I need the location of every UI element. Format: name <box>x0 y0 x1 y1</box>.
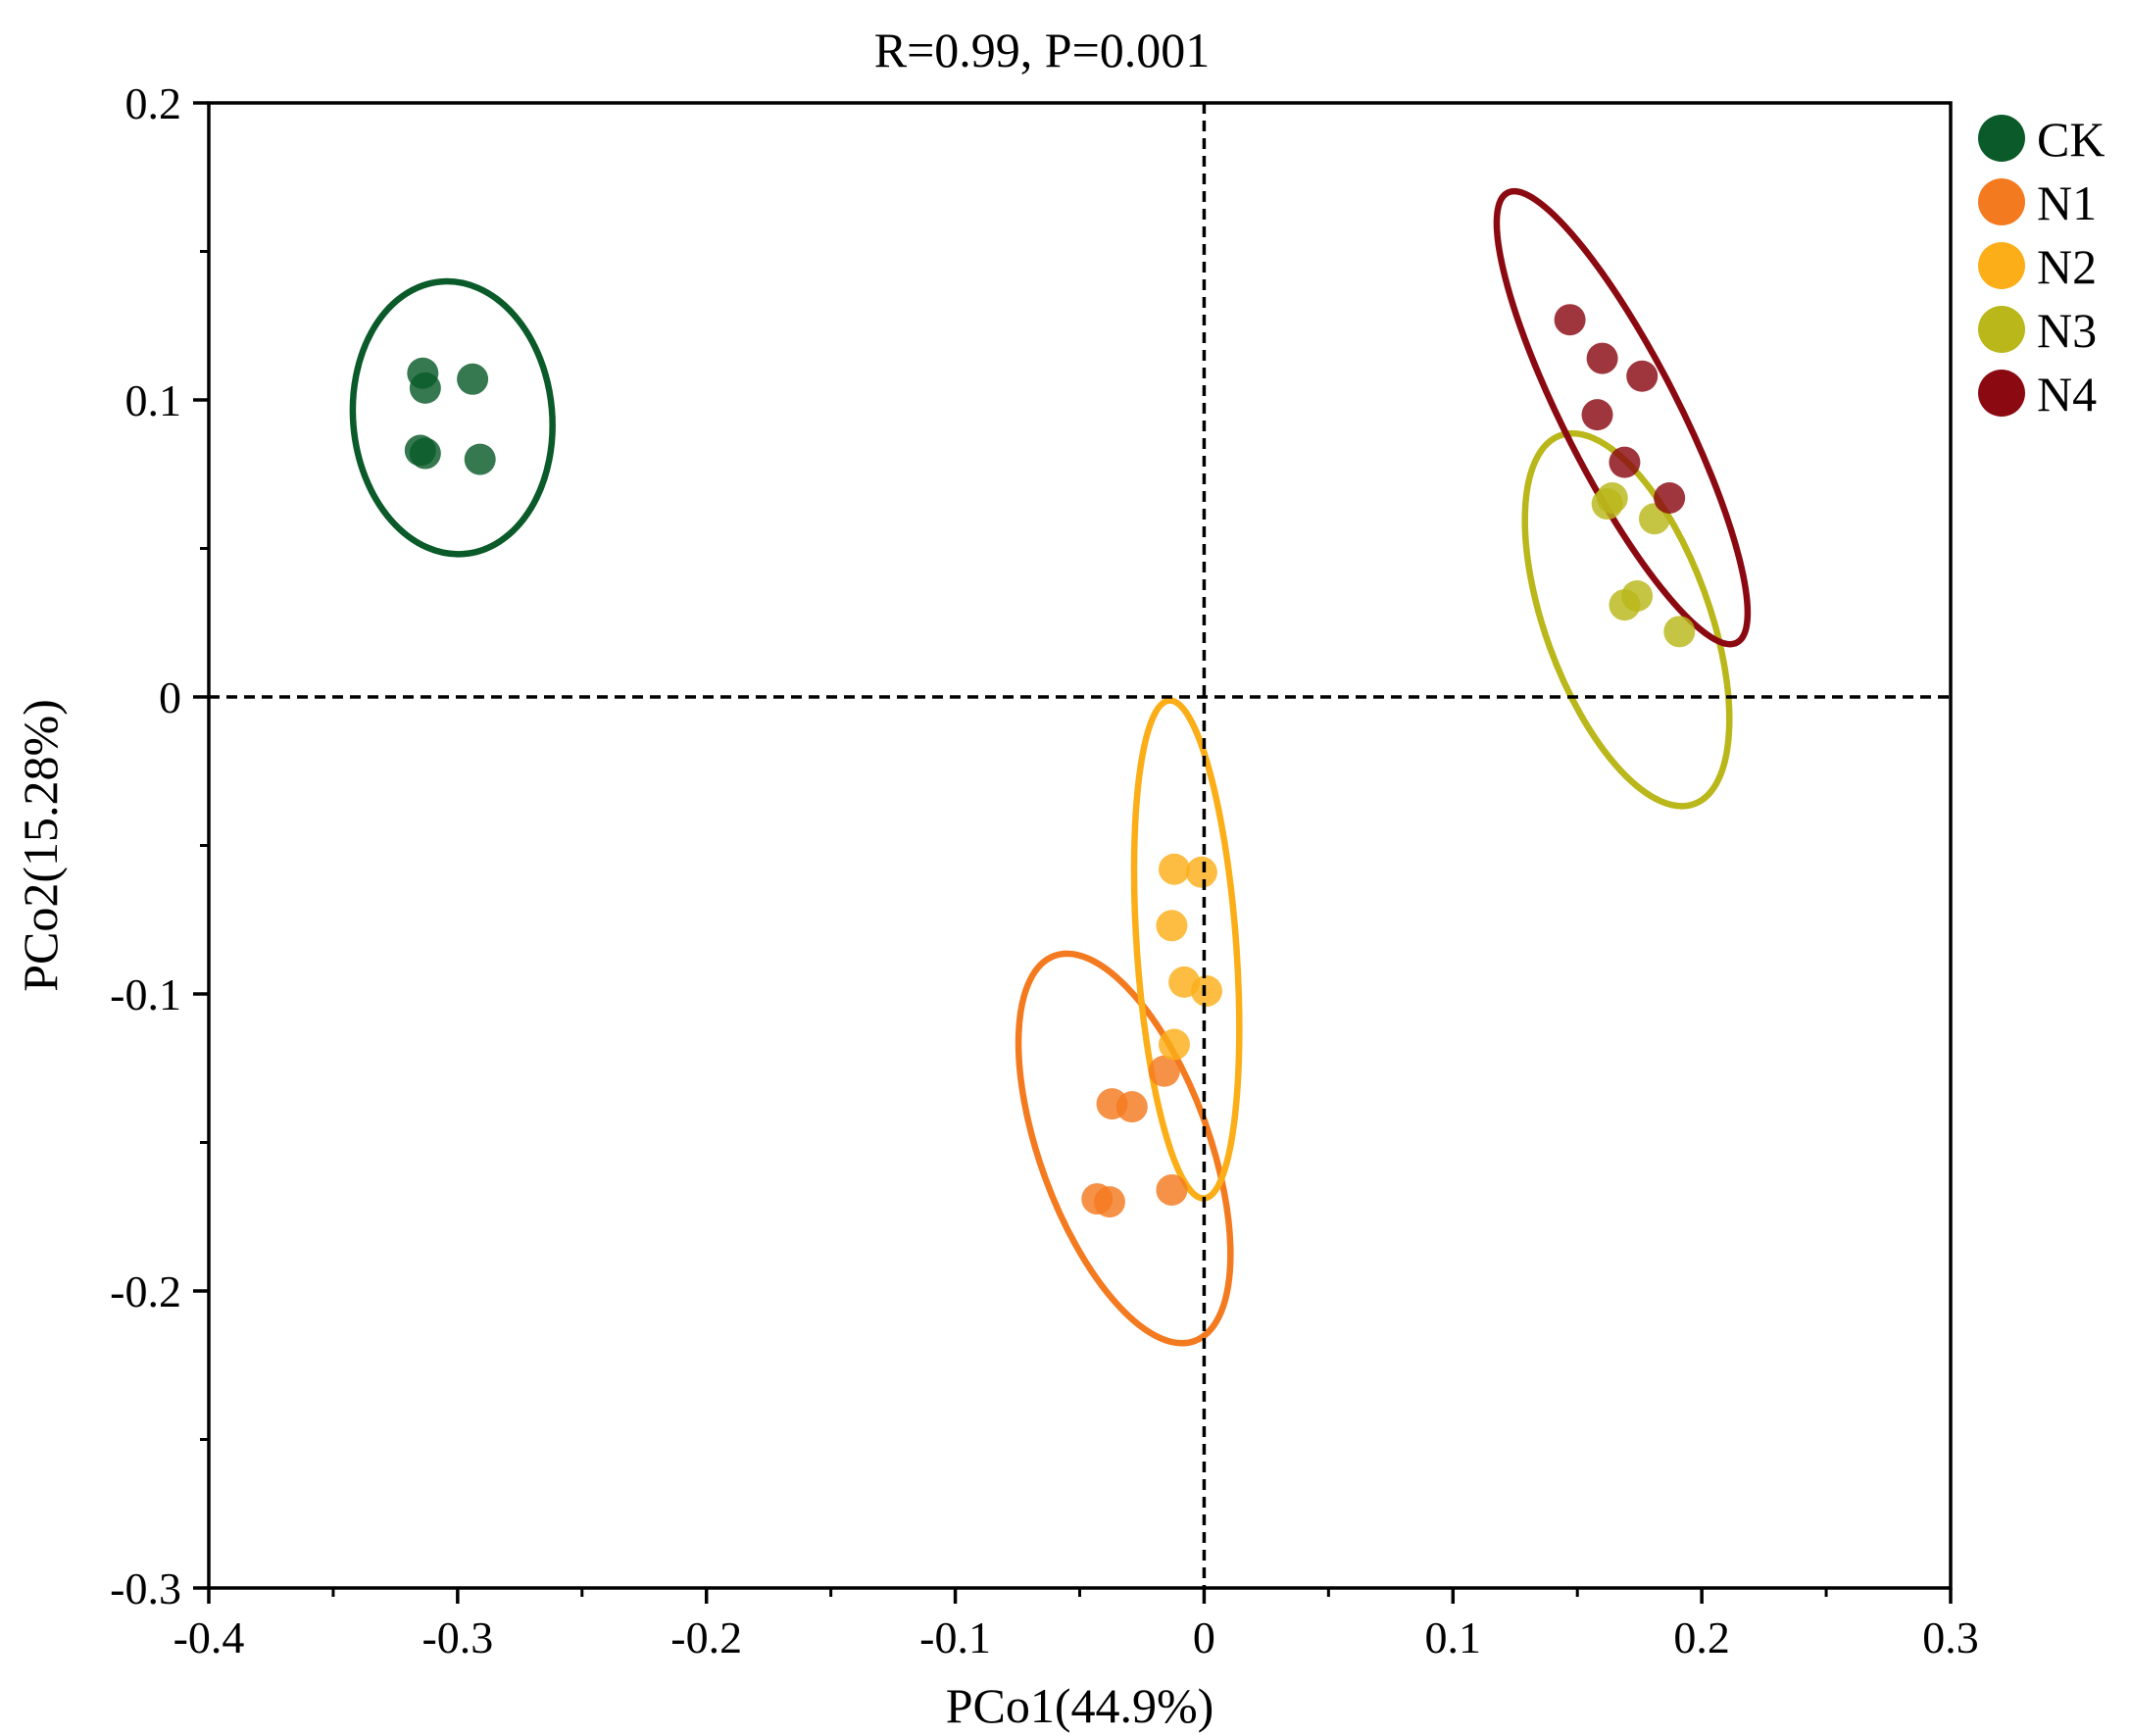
x-tick-label: 0.1 <box>1425 1612 1482 1662</box>
legend: CK N1 N2 N3 N4 <box>1978 112 2105 422</box>
x-axis-label: PCo1(44.9%) <box>946 1678 1214 1733</box>
y-tick-label: 0.2 <box>125 78 182 128</box>
y-axis-ticks: -0.3 -0.2 -0.1 0 0.1 0.2 <box>110 78 209 1613</box>
point-n1 <box>1148 1055 1180 1087</box>
point-n2 <box>1158 853 1190 885</box>
legend-marker-n3 <box>1978 306 2025 353</box>
data-points <box>404 304 1696 1218</box>
ellipse-n2 <box>1130 697 1243 1202</box>
confidence-ellipses <box>349 187 1752 1347</box>
point-n2 <box>1156 910 1188 942</box>
legend-marker-n2 <box>1978 242 2025 289</box>
y-tick-label: 0.1 <box>125 375 182 425</box>
point-n4 <box>1581 399 1613 431</box>
point-n2 <box>1190 974 1222 1007</box>
legend-marker-ck <box>1978 115 2025 162</box>
point-n2 <box>1185 856 1217 888</box>
ellipse-n3 <box>1521 429 1733 810</box>
point-n1 <box>1156 1173 1188 1206</box>
point-n3 <box>1596 481 1628 514</box>
legend-label-ck: CK <box>2037 112 2105 167</box>
legend-marker-n1 <box>1978 178 2025 225</box>
point-n3 <box>1609 589 1641 621</box>
point-n2 <box>1158 1028 1190 1061</box>
y-tick-label: -0.3 <box>110 1563 181 1613</box>
y-tick-label: 0 <box>159 672 181 722</box>
x-tick-label: 0.2 <box>1673 1612 1730 1662</box>
ellipse-n4 <box>1493 187 1752 648</box>
x-tick-label: -0.3 <box>421 1612 493 1662</box>
legend-label-n4: N4 <box>2037 367 2097 422</box>
point-n4 <box>1626 360 1659 392</box>
ellipse-n1 <box>1015 950 1234 1347</box>
y-tick-label: -0.1 <box>110 969 181 1019</box>
legend-label-n1: N1 <box>2037 175 2097 230</box>
legend-label-n2: N2 <box>2037 239 2097 294</box>
x-axis-ticks: -0.4 -0.3 -0.2 -0.1 0 0.1 0.2 0.3 <box>173 1588 1979 1662</box>
x-tick-label: -0.1 <box>919 1612 991 1662</box>
point-n4 <box>1654 481 1686 514</box>
point-ck <box>457 363 489 395</box>
point-n4 <box>1554 304 1586 336</box>
point-ck <box>464 443 496 475</box>
x-tick-label: -0.2 <box>670 1612 742 1662</box>
y-tick-label: -0.2 <box>110 1266 181 1316</box>
point-n1 <box>1115 1091 1148 1123</box>
plot-frame <box>207 101 1953 1590</box>
chart-title: R=0.99, P=0.001 <box>874 23 1211 77</box>
point-ck <box>409 437 441 470</box>
point-n3 <box>1663 616 1696 648</box>
x-tick-label: 0 <box>1193 1612 1215 1662</box>
legend-marker-n4 <box>1978 370 2025 417</box>
ellipse-ck <box>349 277 556 558</box>
point-ck <box>409 372 441 404</box>
point-n4 <box>1609 446 1641 478</box>
x-tick-label: 0.3 <box>1922 1612 1979 1662</box>
point-n1 <box>1093 1186 1125 1218</box>
x-tick-label: -0.4 <box>173 1612 245 1662</box>
point-n4 <box>1586 342 1618 374</box>
y-axis-label: PCo2(15.28%) <box>13 699 68 992</box>
legend-label-n3: N3 <box>2037 303 2097 358</box>
